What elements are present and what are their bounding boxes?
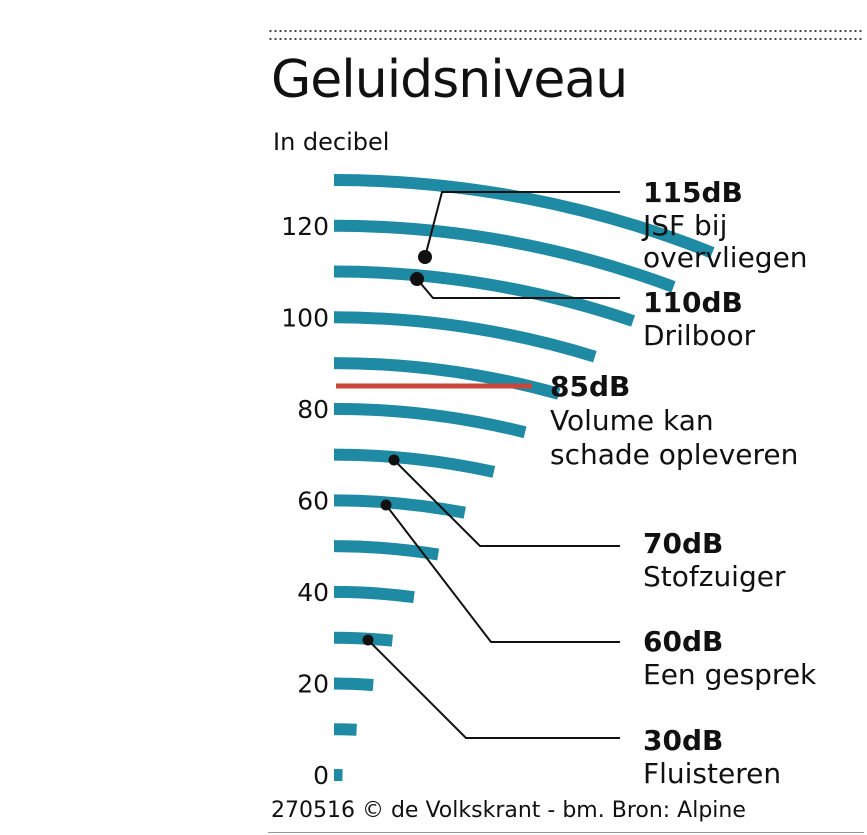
sound-arc [333,357,561,400]
y-tick-label: 40 [297,578,329,607]
annotation-value-label: 115dB [643,176,743,209]
annotation-dot [418,250,432,264]
annotation-description: JSF bij [641,209,727,242]
annotation-value-label: 70dB [643,527,723,560]
annotation-dot [380,499,392,511]
threshold-description: Volume kan [550,404,714,437]
chart-title: Geluidsniveau [271,50,628,110]
threshold-value-label: 85dB [550,370,630,403]
leader-line [424,191,620,258]
annotation-value-label: 30dB [643,724,723,757]
y-tick-label: 0 [313,761,329,790]
sound-arc [333,677,374,691]
sound-arc [333,174,715,259]
sound-arc [333,265,636,327]
y-tick-label: 60 [297,486,329,515]
sound-arc [333,219,676,293]
bottom-rule [268,832,864,833]
annotation-description: Een gesprek [643,658,817,691]
annotation-dot [410,272,424,286]
sound-arc [333,723,357,736]
sound-arc [333,585,415,604]
leader-line [416,278,620,299]
sound-arc [333,540,440,561]
annotation-dot [388,454,400,466]
annotation-description: Fluisteren [643,757,781,790]
annotation-value-label: 60dB [643,625,723,658]
sound-arc [333,494,466,519]
threshold-description: schade opleveren [550,438,798,471]
y-tick-label: 80 [297,395,329,424]
leader-line [393,459,620,547]
sound-arc [333,402,527,439]
source-credit: 270516 © de Volkskrant - bm. Bron: Alpin… [271,798,746,823]
annotation-description: Drilboor [643,319,756,352]
y-tick-label: 20 [297,669,329,698]
annotation-value-label: 110dB [643,286,743,319]
leader-line [367,639,620,739]
y-tick-label: 120 [281,212,329,241]
sound-arc [333,311,597,363]
y-tick-label: 100 [281,303,329,332]
leader-line [385,504,620,643]
dotted-rule [268,27,864,43]
sound-arc [333,448,496,478]
annotation-description: Stofzuiger [643,560,786,593]
chart-subtitle: In decibel [273,128,390,156]
annotation-description: overvliegen [643,241,808,274]
annotation-dot [362,634,374,646]
